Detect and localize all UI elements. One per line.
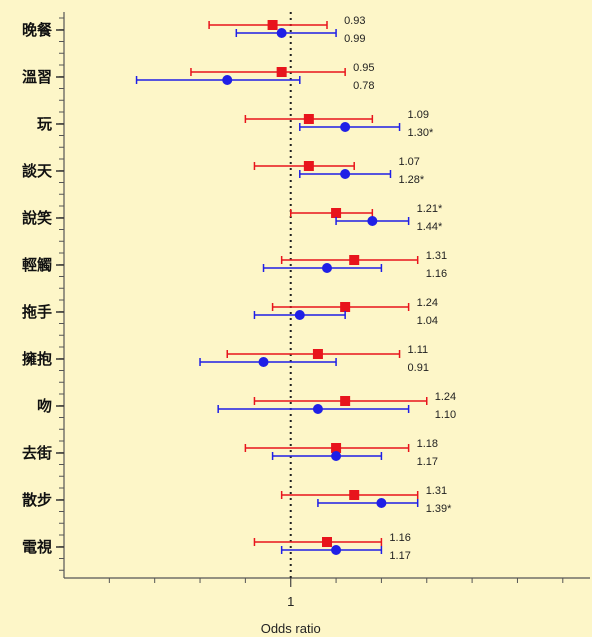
blue-value-label: 1.30*: [408, 127, 434, 139]
category-label: 擁抱: [22, 350, 52, 368]
row-8: 吻 1.24 1.10: [37, 391, 456, 421]
x-tick-label: 1: [287, 594, 294, 609]
red-value-label: 1.11: [408, 344, 429, 356]
red-point-square: [267, 20, 278, 30]
blue-value-label: 1.28*: [398, 174, 424, 186]
red-value-label: 1.24: [417, 297, 438, 309]
blue-value-label: 1.17: [389, 550, 410, 562]
blue-value-label: 1.39*: [426, 503, 452, 515]
blue-point-circle: [376, 498, 387, 508]
red-point-square: [303, 114, 314, 124]
red-value-label: 1.16: [389, 532, 410, 544]
red-point-square: [340, 396, 351, 406]
red-point-square: [340, 302, 351, 312]
category-label: 吻: [37, 397, 52, 415]
red-point-square: [303, 161, 314, 171]
blue-point-circle: [331, 451, 342, 461]
blue-value-label: 1.10: [435, 409, 456, 421]
red-value-label: 1.31: [426, 485, 447, 497]
red-point-square: [312, 349, 323, 359]
category-label: 談天: [22, 162, 53, 180]
blue-point-circle: [222, 75, 233, 85]
row-2: 玩 1.09 1.30*: [37, 109, 434, 139]
plot-rows: 晚餐 0.93 0.99 溫習 0.95 0.78 玩 1.09 1.30* 談天 1.07 1.28…: [22, 15, 456, 562]
blue-point-circle: [258, 357, 269, 367]
red-value-label: 1.07: [398, 156, 419, 168]
red-point-square: [349, 255, 360, 265]
blue-point-circle: [340, 169, 351, 179]
row-6: 拖手 1.24 1.04: [22, 297, 438, 327]
blue-value-label: 1.17: [417, 456, 438, 468]
blue-value-label: 0.78: [353, 80, 374, 92]
blue-value-label: 1.44*: [417, 221, 443, 233]
blue-point-circle: [331, 545, 342, 555]
red-value-label: 1.09: [408, 109, 429, 121]
red-point-square: [349, 490, 360, 500]
blue-point-circle: [312, 404, 323, 414]
category-label: 溫習: [22, 68, 52, 86]
red-value-label: 1.18: [417, 438, 438, 450]
red-value-label: 0.95: [353, 62, 374, 74]
blue-point-circle: [322, 263, 332, 273]
red-value-label: 1.31: [426, 250, 447, 262]
row-0: 晚餐 0.93 0.99: [22, 15, 366, 45]
red-point-square: [331, 443, 342, 453]
row-5: 輕觸 1.31 1.16: [22, 250, 447, 280]
row-9: 去街 1.18 1.17: [22, 438, 438, 468]
blue-value-label: 1.16: [426, 268, 447, 280]
category-label: 說笑: [22, 209, 52, 227]
red-point-square: [322, 537, 332, 547]
row-3: 談天 1.07 1.28*: [22, 156, 425, 186]
category-label: 拖手: [22, 303, 52, 321]
blue-point-circle: [340, 122, 351, 132]
blue-point-circle: [367, 216, 378, 226]
category-label: 去街: [22, 444, 52, 462]
row-1: 溫習 0.95 0.78: [22, 62, 375, 92]
row-4: 說笑 1.21* 1.44*: [22, 203, 443, 233]
category-label: 電視: [22, 538, 52, 556]
row-10: 散步 1.31 1.39*: [22, 485, 452, 515]
red-point-square: [331, 208, 342, 218]
axes: [59, 12, 590, 587]
category-label: 輕觸: [22, 256, 52, 274]
category-label: 玩: [37, 115, 52, 133]
category-label: 散步: [22, 491, 52, 509]
blue-value-label: 0.99: [344, 33, 365, 45]
blue-point-circle: [276, 28, 287, 38]
red-value-label: 0.93: [344, 15, 365, 27]
category-label: 晚餐: [22, 21, 53, 39]
blue-value-label: 0.91: [408, 362, 429, 374]
red-value-label: 1.24: [435, 391, 456, 403]
red-value-label: 1.21*: [417, 203, 443, 215]
red-point-square: [276, 67, 287, 77]
x-axis-title: Odds ratio: [261, 621, 321, 636]
row-7: 擁抱 1.11 0.91: [22, 344, 429, 374]
row-11: 電視 1.16 1.17: [22, 532, 411, 562]
blue-value-label: 1.04: [417, 315, 438, 327]
blue-point-circle: [294, 310, 305, 320]
